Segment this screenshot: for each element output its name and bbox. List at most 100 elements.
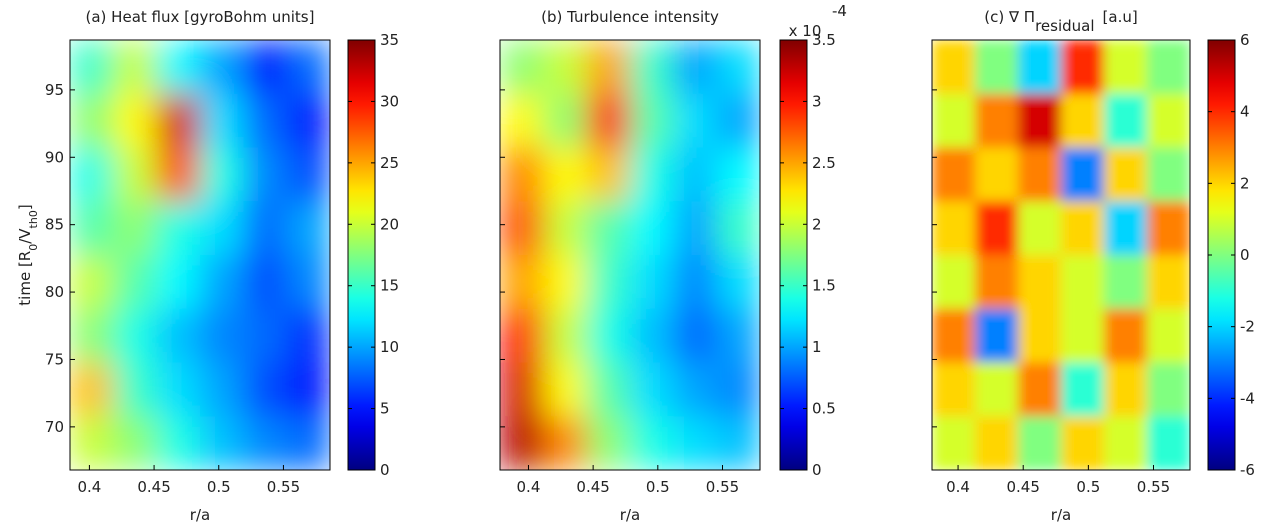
heatmap-cell [543, 93, 588, 148]
colorbar-tick-label: 5 [380, 400, 390, 418]
heatmap-cell [500, 40, 544, 95]
heatmap-cell [286, 308, 330, 363]
heatmap-cell [156, 93, 201, 148]
heatmap [70, 40, 330, 470]
heatmap-cell [243, 362, 288, 417]
heatmap-cell [113, 93, 158, 148]
y-axis-label: time [R0/Vth0] [16, 204, 40, 305]
heatmap-cell [1147, 201, 1190, 256]
heatmap-cell [630, 40, 674, 95]
heatmap-cell [156, 308, 201, 363]
heatmap-cell [975, 201, 1019, 256]
heatmap-cell [243, 255, 288, 310]
heatmap-cell [500, 93, 544, 148]
heatmap-cell [243, 147, 288, 202]
heatmap-cell [1147, 147, 1190, 202]
heatmap-cell [1104, 40, 1148, 95]
title-subscript: residual [1035, 17, 1094, 35]
x-tick-label: 0.55 [706, 478, 739, 496]
heatmap-cell [543, 147, 588, 202]
heatmap-cell [243, 201, 288, 256]
heatmap-cell [70, 201, 114, 256]
heatmap-cell [200, 201, 244, 256]
heatmap-cell [586, 201, 631, 256]
y-tick-label: 70 [45, 418, 64, 436]
heatmap-cell [70, 147, 114, 202]
heatmap-cell [1147, 93, 1190, 148]
heatmap-cell [975, 416, 1019, 470]
x-axis-label: r/a [190, 506, 210, 524]
heatmap-cell [586, 308, 631, 363]
heatmap-cell [200, 40, 244, 95]
colorbar-tick-label: -2 [1240, 318, 1255, 336]
x-tick-label: 0.45 [1007, 478, 1040, 496]
heatmap-cell [500, 416, 544, 470]
x-tick-label: 0.5 [1076, 478, 1100, 496]
heatmap-cell [630, 308, 674, 363]
colorbar [347, 39, 376, 471]
heatmap-cell [70, 362, 114, 417]
heatmap-cell [1061, 40, 1105, 95]
y-tick-label: 95 [45, 81, 64, 99]
heatmap-cell [286, 201, 330, 256]
y-axis-label-part: /V [16, 228, 34, 244]
heatmap-cell [932, 255, 976, 310]
heatmap-cell [932, 201, 976, 256]
colorbar-tick-label: 2.5 [812, 154, 836, 172]
heatmap-cell [70, 308, 114, 363]
heatmap-cell [243, 40, 288, 95]
x-tick-label: 0.4 [77, 478, 101, 496]
heatmap-cell [286, 362, 330, 417]
y-axis-label-part: ] [16, 204, 34, 210]
heatmap-cell [1018, 255, 1062, 310]
heatmap-cell [543, 201, 588, 256]
heatmap-cell [673, 147, 718, 202]
x-axis-label: r/a [1051, 506, 1071, 524]
heatmap-cell [1104, 308, 1148, 363]
heatmap [500, 40, 760, 470]
heatmap-cell [200, 255, 244, 310]
colorbar-tick-label: 1.5 [812, 277, 836, 295]
heatmap-cell [1104, 147, 1148, 202]
heatmap-cell [716, 201, 760, 256]
colorbar-tick-label: -6 [1240, 461, 1255, 479]
colorbar-tick-label: 25 [380, 154, 399, 172]
heatmap-cell [1061, 308, 1105, 363]
heatmap-cell [113, 362, 158, 417]
heatmap-cell [975, 40, 1019, 95]
heatmap-cell [1104, 93, 1148, 148]
colorbar-tick-label: 2 [1240, 174, 1250, 192]
heatmap-cell [932, 362, 976, 417]
heatmap-cell [156, 147, 201, 202]
heatmap-cell [975, 362, 1019, 417]
x-tick-label: 0.5 [646, 478, 670, 496]
colorbar-tick-label: 1 [812, 338, 822, 356]
heatmap-cell [586, 255, 631, 310]
heatmap-cell [716, 255, 760, 310]
heatmap-cell [156, 362, 201, 417]
heatmap-cell [286, 416, 330, 470]
x-tick-label: 0.55 [1137, 478, 1170, 496]
heatmap-cell [586, 362, 631, 417]
heatmap-cell [1104, 362, 1148, 417]
heatmap-cell [673, 93, 718, 148]
colorbar-exponent: -4 [832, 2, 847, 20]
heatmap-cell [1018, 201, 1062, 256]
heatmap-cell [1147, 40, 1190, 95]
heatmap-cell [716, 147, 760, 202]
heatmap-cell [1061, 201, 1105, 256]
colorbar-scale: x 10 [789, 22, 822, 40]
heatmap-cell [630, 93, 674, 148]
y-tick-label: 90 [45, 148, 64, 166]
heatmap-cell [673, 255, 718, 310]
x-tick-label: 0.4 [946, 478, 970, 496]
panel-title: (c) ∇ Πresidual [a.u] [984, 8, 1137, 35]
plot-frame [499, 39, 761, 471]
colorbar-tick-label: 2 [812, 215, 822, 233]
heatmap-cell [286, 93, 330, 148]
heatmap-cell [586, 40, 631, 95]
heatmap-cell [70, 416, 114, 470]
heatmap-cell [1018, 93, 1062, 148]
heatmap-cell [70, 255, 114, 310]
